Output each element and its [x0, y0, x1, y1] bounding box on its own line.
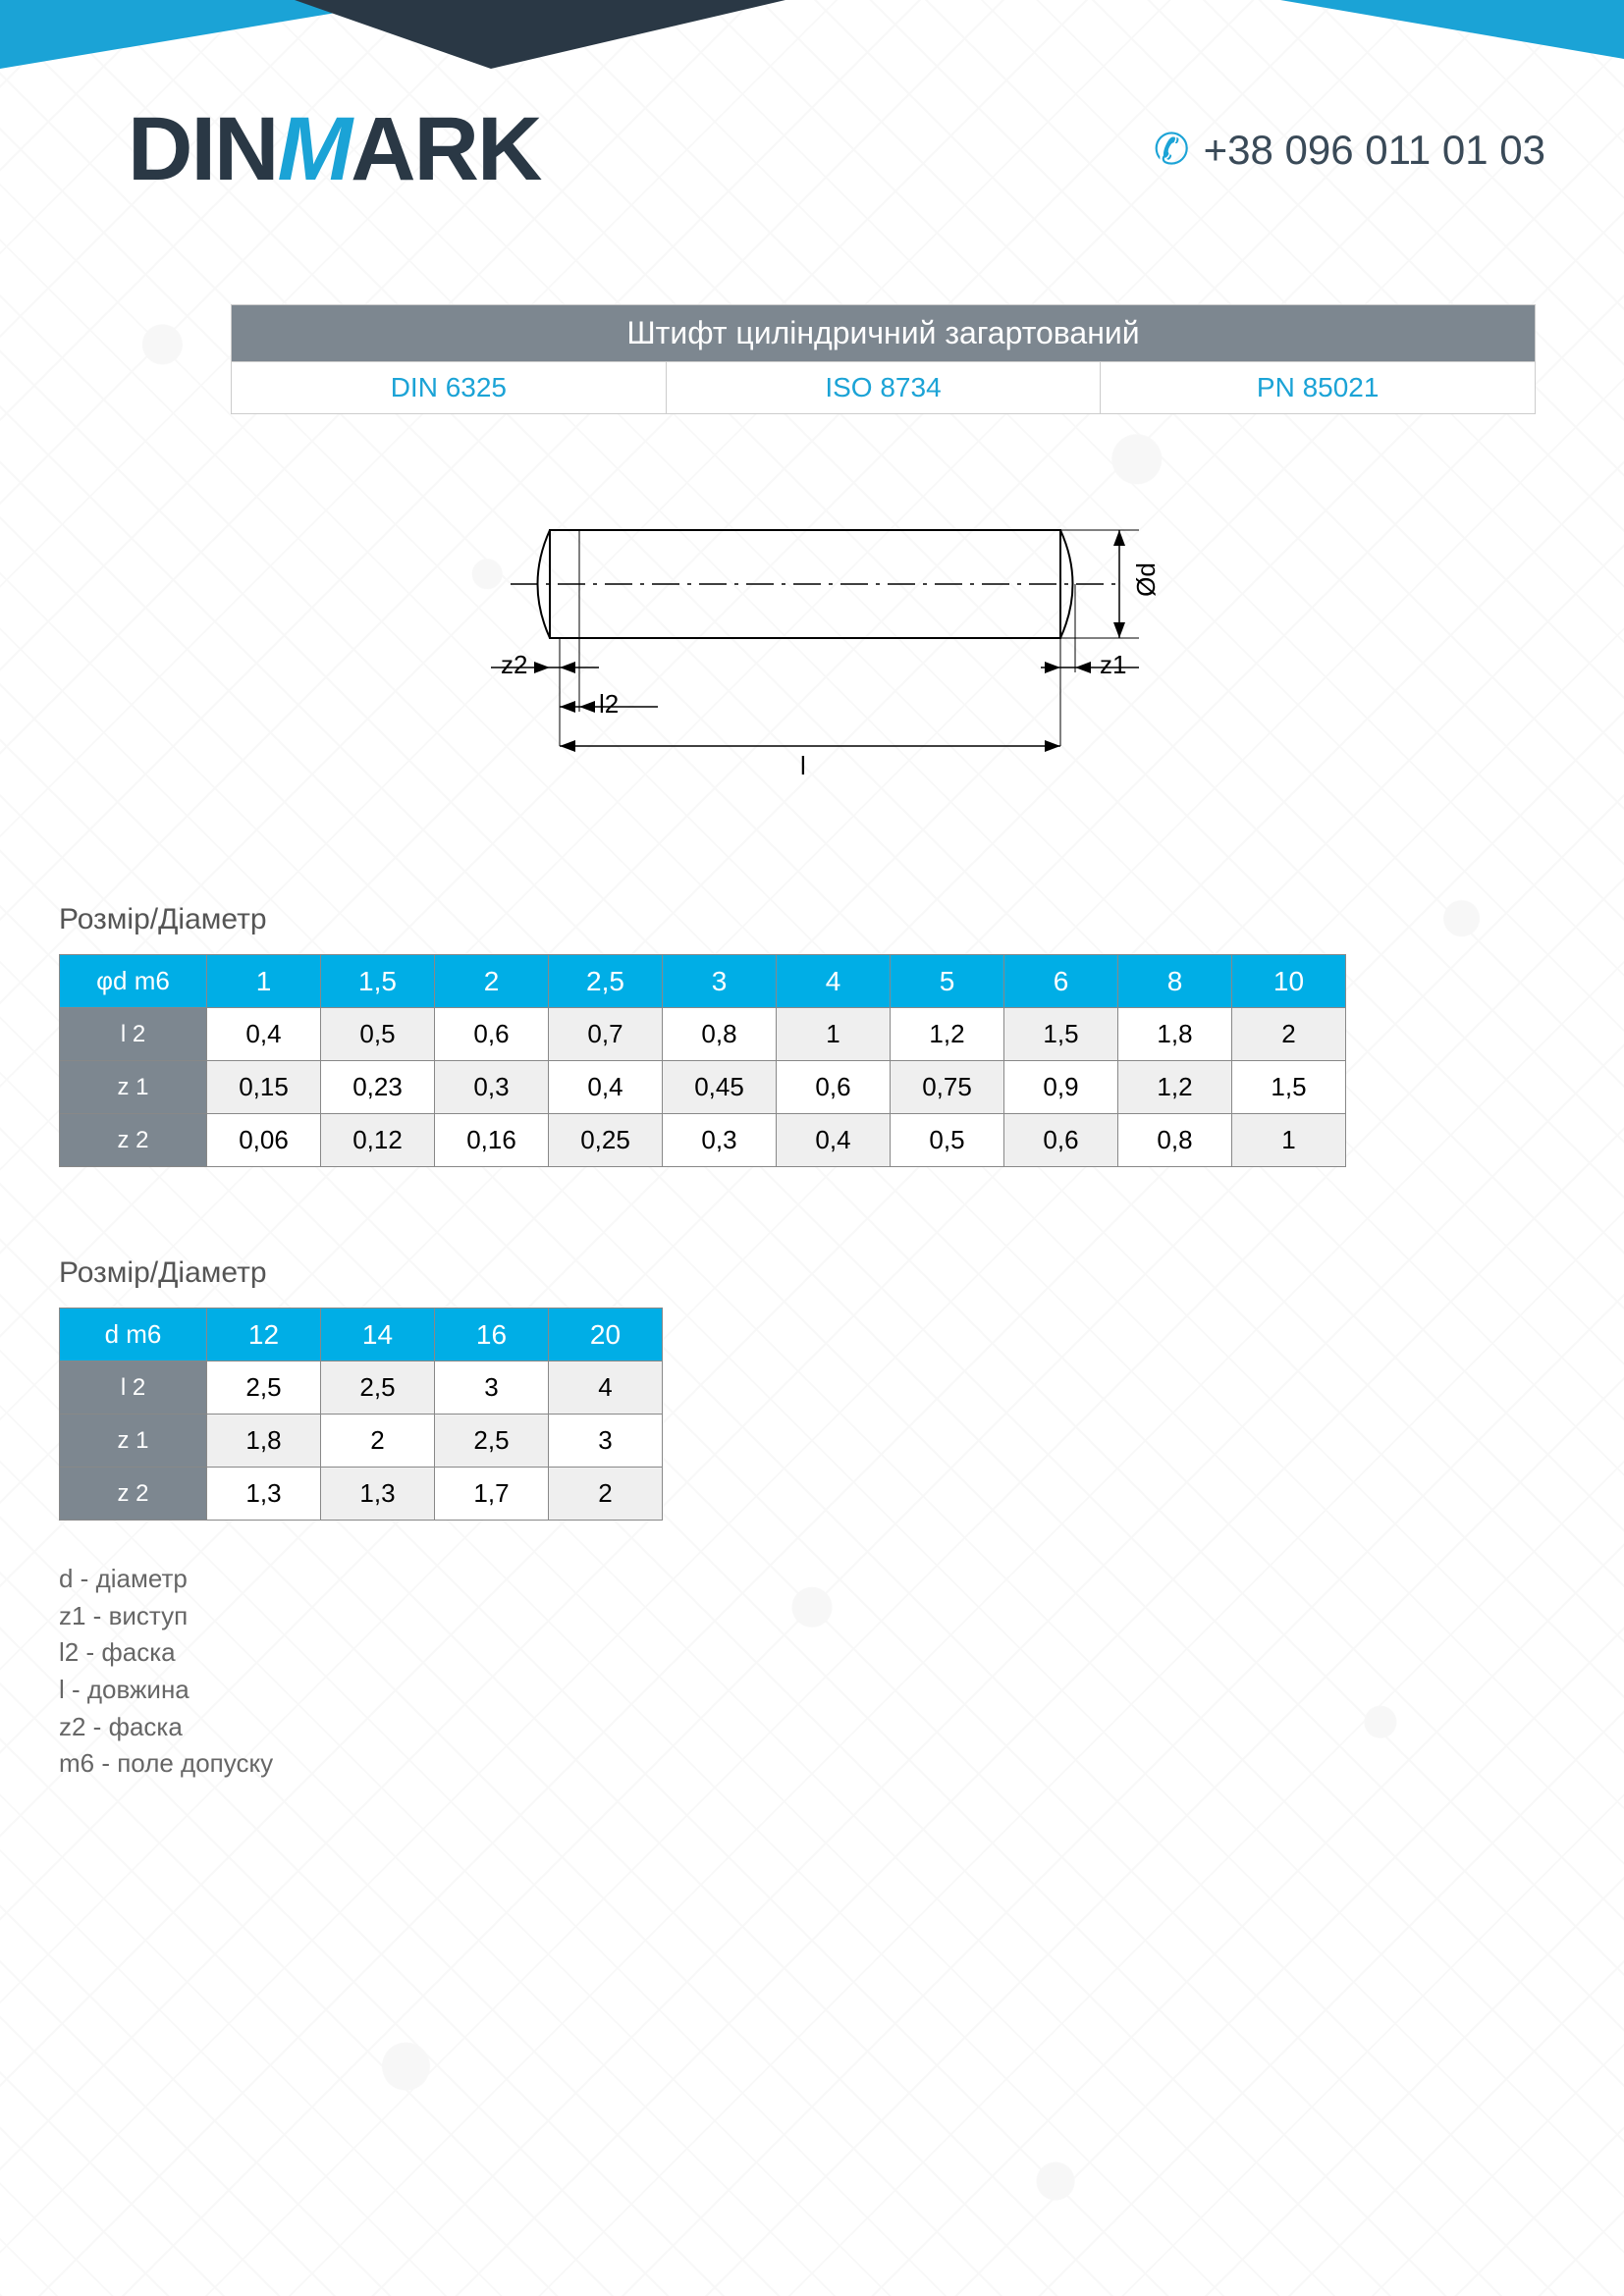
table-cell: 0,5 [321, 1008, 435, 1061]
table-cell: 0,4 [207, 1008, 321, 1061]
table1-corner: φd m6 [60, 955, 207, 1008]
table-cell: 0,6 [1004, 1114, 1118, 1167]
table-cell: 0,6 [777, 1061, 891, 1114]
table-cell: 1,8 [1118, 1008, 1232, 1061]
brand-logo: DINMARK [128, 98, 540, 201]
table2-rowhead-1: z 1 [60, 1415, 207, 1468]
legend-line: l - довжина [59, 1672, 273, 1709]
table-cell: 0,6 [435, 1008, 549, 1061]
table1-rowhead-0: l 2 [60, 1008, 207, 1061]
technical-diagram: z2 l2 l z1 Ød [432, 471, 1188, 834]
table-cell: 0,06 [207, 1114, 321, 1167]
diagram-label-d: Ød [1131, 562, 1162, 597]
table-cell: 0,8 [663, 1008, 777, 1061]
standard-iso: ISO 8734 [667, 362, 1102, 414]
table-cell: 4 [549, 1362, 663, 1415]
legend-line: z1 - виступ [59, 1598, 273, 1635]
table-cell: 1,8 [207, 1415, 321, 1468]
table1-rowhead-1: z 1 [60, 1061, 207, 1114]
table1-rowhead-2: z 2 [60, 1114, 207, 1167]
logo-prefix: DIN [128, 99, 277, 199]
table-cell: 0,8 [1118, 1114, 1232, 1167]
phone-number: +38 096 011 01 03 [1204, 127, 1545, 174]
product-title: Штифт циліндричний загартований [231, 304, 1536, 362]
table-cell: 0,9 [1004, 1061, 1118, 1114]
table-cell: 1,3 [321, 1468, 435, 1521]
standard-pn: PN 85021 [1101, 362, 1536, 414]
header-decoration [0, 0, 1624, 79]
table-cell: 1 [777, 1008, 891, 1061]
table-cell: 2 [1232, 1008, 1346, 1061]
table-cell: 0,15 [207, 1061, 321, 1114]
logo-suffix: ARK [351, 99, 540, 199]
table-cell: 0,12 [321, 1114, 435, 1167]
table1-col-4: 3 [663, 955, 777, 1008]
diagram-label-l2: l2 [599, 689, 619, 720]
table2-corner: d m6 [60, 1308, 207, 1362]
table1-col-9: 10 [1232, 955, 1346, 1008]
table1-col-7: 6 [1004, 955, 1118, 1008]
table2-col-2: 16 [435, 1308, 549, 1362]
table-cell: 0,45 [663, 1061, 777, 1114]
table-cell: 1,2 [891, 1008, 1004, 1061]
legend-line: d - діаметр [59, 1561, 273, 1598]
table-cell: 1,2 [1118, 1061, 1232, 1114]
table-cell: 0,5 [891, 1114, 1004, 1167]
table2-col-1: 14 [321, 1308, 435, 1362]
table-cell: 0,3 [663, 1114, 777, 1167]
table1-col-3: 2,5 [549, 955, 663, 1008]
table-cell: 2,5 [435, 1415, 549, 1468]
table-cell: 1,5 [1232, 1061, 1346, 1114]
table-cell: 0,16 [435, 1114, 549, 1167]
table1-col-5: 4 [777, 955, 891, 1008]
standards-row: DIN 6325 ISO 8734 PN 85021 [231, 362, 1536, 414]
table2-col-0: 12 [207, 1308, 321, 1362]
table-cell: 2,5 [321, 1362, 435, 1415]
table1-col-0: 1 [207, 955, 321, 1008]
logo-m: M [277, 99, 351, 199]
table-cell: 2 [321, 1415, 435, 1468]
table1-col-8: 8 [1118, 955, 1232, 1008]
legend: d - діаметр z1 - виступ l2 - фаска l - д… [59, 1561, 273, 1783]
table-cell: 2,5 [207, 1362, 321, 1415]
legend-line: l2 - фаска [59, 1634, 273, 1672]
table-cell: 0,4 [549, 1061, 663, 1114]
table-cell: 0,3 [435, 1061, 549, 1114]
table-cell: 0,23 [321, 1061, 435, 1114]
diagram-label-z2: z2 [501, 650, 527, 680]
table1-caption: Розмір/Діаметр [59, 903, 1565, 936]
phone-block: ✆ +38 096 011 01 03 [1154, 125, 1545, 175]
table1-col-6: 5 [891, 955, 1004, 1008]
table-cell: 1,3 [207, 1468, 321, 1521]
phone-icon: ✆ [1154, 125, 1190, 175]
table-cell: 0,75 [891, 1061, 1004, 1114]
legend-line: z2 - фаска [59, 1709, 273, 1746]
table2-rowhead-0: l 2 [60, 1362, 207, 1415]
table2-rowhead-2: z 2 [60, 1468, 207, 1521]
table-cell: 2 [549, 1468, 663, 1521]
dimension-table-1: φd m6 1 1,5 2 2,5 3 4 5 6 8 10 l 2 0,4 0… [59, 954, 1346, 1167]
table-cell: 3 [549, 1415, 663, 1468]
diagram-label-l: l [800, 751, 806, 781]
table-cell: 0,25 [549, 1114, 663, 1167]
standard-din: DIN 6325 [231, 362, 667, 414]
table2-caption: Розмір/Діаметр [59, 1256, 663, 1290]
diagram-label-z1: z1 [1100, 650, 1126, 680]
table-cell: 3 [435, 1362, 549, 1415]
table1-col-2: 2 [435, 955, 549, 1008]
table1-col-1: 1,5 [321, 955, 435, 1008]
table-cell: 0,7 [549, 1008, 663, 1061]
legend-line: m6 - поле допуску [59, 1745, 273, 1783]
table-cell: 1,7 [435, 1468, 549, 1521]
table-cell: 1 [1232, 1114, 1346, 1167]
table2-col-3: 20 [549, 1308, 663, 1362]
table-cell: 1,5 [1004, 1008, 1118, 1061]
table-cell: 0,4 [777, 1114, 891, 1167]
dimension-table-2: d m6 12 14 16 20 l 2 2,5 2,5 3 4 z 1 1,8… [59, 1308, 663, 1521]
